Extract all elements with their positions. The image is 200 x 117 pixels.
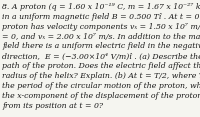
- Text: path of the proton. Does the electric field affect the: path of the proton. Does the electric fi…: [2, 62, 200, 70]
- Text: the period of the circular motion of the proton, what is: the period of the circular motion of the…: [2, 82, 200, 90]
- Text: from its position at t = 0?: from its position at t = 0?: [2, 102, 103, 110]
- Text: = 0, and vₓ = 2.00 x 10⁷ m/s. In addition to the magnetic: = 0, and vₓ = 2.00 x 10⁷ m/s. In additio…: [2, 33, 200, 41]
- Text: in a uniform magnetic field B = 0.500 Tî . At t = 0 the: in a uniform magnetic field B = 0.500 Tî…: [2, 13, 200, 21]
- Text: 8. A proton (q = 1.60 x 10⁻¹⁹ C, m = 1.67 x 10⁻²⁷ kg) move: 8. A proton (q = 1.60 x 10⁻¹⁹ C, m = 1.6…: [2, 3, 200, 11]
- Text: direction,  E = (−3.00×10⁴ V/m)î . (a) Describe the: direction, E = (−3.00×10⁴ V/m)î . (a) De…: [2, 52, 200, 60]
- Text: field there is a uniform electric field in the negative x-: field there is a uniform electric field …: [2, 42, 200, 50]
- Text: radius of the helix? Explain. (b) At t = T/2, where T is: radius of the helix? Explain. (b) At t =…: [2, 72, 200, 80]
- Text: proton has velocity components vₓ = 1.50 x 10⁷ m/s, vᵧ: proton has velocity components vₓ = 1.50…: [2, 23, 200, 31]
- Text: the x-component of the displacement of the proton: the x-component of the displacement of t…: [2, 92, 200, 100]
